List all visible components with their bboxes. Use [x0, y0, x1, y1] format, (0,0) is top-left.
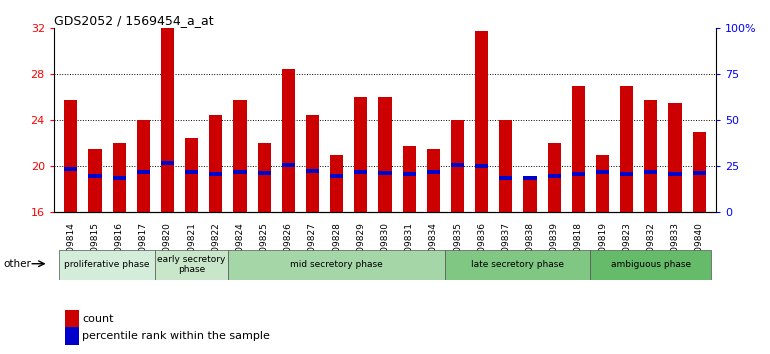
Text: late secretory phase: late secretory phase [471, 260, 564, 269]
Bar [156, 250, 228, 280]
Text: early secretory
phase: early secretory phase [158, 255, 226, 274]
Bar [233, 100, 246, 212]
Bar [644, 170, 658, 174]
Bar [257, 143, 271, 212]
Bar [64, 167, 78, 171]
Bar [499, 120, 513, 212]
Bar [228, 250, 445, 280]
Bar [571, 86, 585, 212]
Bar [692, 171, 706, 175]
Bar [475, 31, 488, 212]
Bar [185, 170, 199, 174]
Bar [499, 176, 513, 180]
Bar [403, 146, 416, 212]
Bar [524, 180, 537, 212]
Bar [692, 132, 706, 212]
Bar [330, 173, 343, 178]
Bar [306, 169, 319, 173]
Bar [475, 164, 488, 169]
Bar [668, 172, 681, 176]
Bar [427, 170, 440, 174]
Bar [668, 103, 681, 212]
Bar [209, 115, 223, 212]
Bar [547, 143, 561, 212]
Bar [427, 149, 440, 212]
Text: percentile rank within the sample: percentile rank within the sample [82, 331, 270, 341]
Bar [378, 171, 392, 175]
Bar [306, 115, 319, 212]
Text: ambiguous phase: ambiguous phase [611, 260, 691, 269]
Bar [620, 172, 633, 176]
Bar [282, 69, 295, 212]
Bar [137, 120, 150, 212]
Text: mid secretory phase: mid secretory phase [290, 260, 383, 269]
Bar [161, 28, 174, 212]
Text: count: count [82, 314, 114, 324]
Text: proliferative phase: proliferative phase [65, 260, 150, 269]
Bar [571, 172, 585, 176]
Bar [59, 250, 156, 280]
Bar [330, 155, 343, 212]
Bar [89, 149, 102, 212]
Bar [209, 172, 223, 176]
Bar [354, 97, 367, 212]
Bar [257, 171, 271, 175]
Bar [378, 97, 392, 212]
Bar [112, 143, 126, 212]
Bar [233, 170, 246, 174]
Bar [620, 86, 633, 212]
Bar [445, 250, 591, 280]
Bar [282, 163, 295, 167]
Bar [137, 170, 150, 174]
Bar [403, 172, 416, 176]
Bar [354, 170, 367, 174]
Bar [596, 155, 609, 212]
Bar [161, 161, 174, 165]
Text: GDS2052 / 1569454_a_at: GDS2052 / 1569454_a_at [54, 14, 213, 27]
Bar [644, 100, 658, 212]
Bar [451, 163, 464, 167]
Bar [547, 173, 561, 178]
Bar [591, 250, 711, 280]
Bar [524, 176, 537, 180]
Bar [89, 173, 102, 178]
Bar [64, 100, 78, 212]
Bar [451, 120, 464, 212]
Bar [185, 138, 199, 212]
Bar [596, 170, 609, 174]
Bar [112, 176, 126, 180]
Text: other: other [4, 259, 32, 269]
